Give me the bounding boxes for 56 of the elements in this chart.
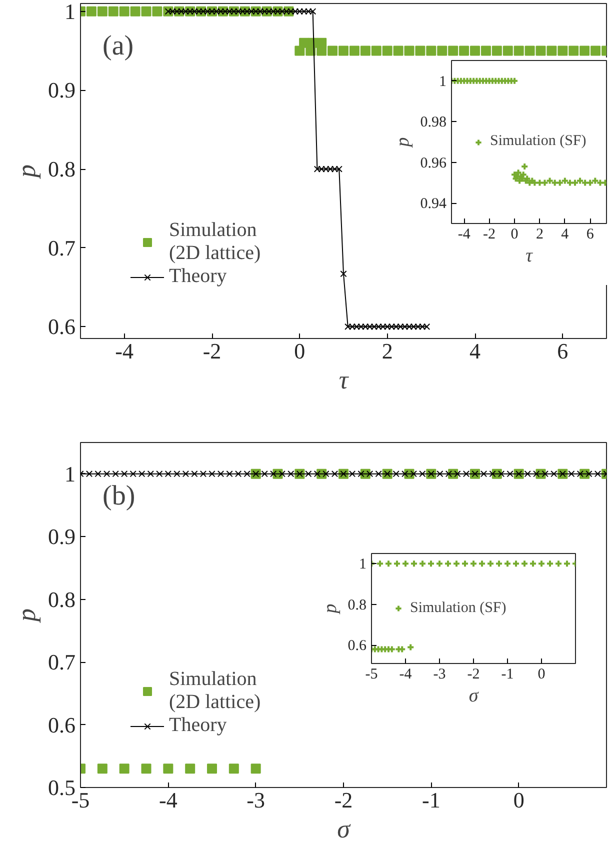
y-tick-label: 1 — [64, 461, 76, 486]
x-tick-label: 6 — [586, 226, 594, 242]
y-tick-label: 0.7 — [48, 235, 76, 260]
x-tick-label: -2 — [334, 788, 353, 812]
x-tick-label: -3 — [246, 788, 265, 812]
y-tick-label: 0.8 — [348, 597, 366, 614]
y-tick-label: 0.6 — [348, 638, 367, 654]
x-tick-label: 0 — [294, 338, 306, 364]
y-tick-label: 0.96 — [420, 155, 447, 172]
y-axis-title: p — [320, 604, 341, 616]
y-tick-label: 0.6 — [48, 712, 76, 738]
x-tick-label: -4 — [399, 666, 412, 682]
legend-label: Theory — [169, 714, 227, 737]
x-tick-label: -1 — [501, 666, 514, 682]
x-tick-label: 0 — [513, 788, 524, 812]
legend-label: Simulation (SF) — [410, 600, 506, 616]
x-tick-label: 2 — [382, 338, 393, 364]
y-tick-label: 0.98 — [420, 114, 446, 131]
y-tick-label: 1 — [64, 0, 76, 24]
x-tick-label: -3 — [433, 666, 446, 682]
x-tick-label: 0 — [510, 226, 518, 242]
y-tick-label: 0.9 — [48, 78, 76, 103]
legend-label: Simulation (2D lattice) — [169, 219, 261, 265]
x-tick-label: -4 — [115, 338, 134, 364]
x-tick-label: -2 — [202, 338, 222, 364]
y-tick-label: 0.8 — [48, 156, 76, 182]
y-tick-label: 0.7 — [48, 650, 76, 675]
y-axis-title: p — [12, 164, 41, 180]
x-tick-label: 2 — [536, 226, 544, 242]
y-axis-title: p — [12, 608, 41, 624]
annotation: (a) — [102, 30, 134, 62]
legend-label: Theory — [169, 265, 227, 288]
x-axis-title: σ — [337, 814, 352, 844]
x-tick-label: -2 — [467, 666, 480, 682]
x-tick-label: 6 — [557, 338, 568, 364]
legend-label: Simulation (SF) — [490, 133, 586, 150]
x-tick-label: 0 — [538, 666, 546, 682]
y-axis-title: p — [392, 137, 414, 149]
x-tick-label: -4 — [458, 226, 471, 242]
x-tick-label: 4 — [561, 226, 570, 242]
x-axis-title: σ — [468, 686, 479, 706]
y-tick-label: 0.6 — [48, 314, 76, 340]
y-tick-label: 1 — [439, 74, 446, 90]
x-tick-label: 4 — [470, 338, 480, 364]
x-axis-title: τ — [338, 366, 350, 394]
y-tick-label: 0.9 — [48, 524, 76, 550]
y-tick-label: 0.8 — [48, 586, 76, 612]
x-tick-label: -1 — [422, 788, 440, 812]
annotation: (b) — [102, 480, 136, 512]
x-tick-label: -5 — [365, 666, 378, 682]
x-axis-title: τ — [526, 246, 534, 266]
y-tick-label: 0.94 — [420, 196, 447, 212]
x-tick-label: -4 — [159, 788, 178, 812]
x-tick-label: -2 — [483, 226, 496, 242]
legend-label: Simulation (2D lattice) — [169, 668, 261, 714]
y-tick-label: 1 — [359, 556, 366, 573]
